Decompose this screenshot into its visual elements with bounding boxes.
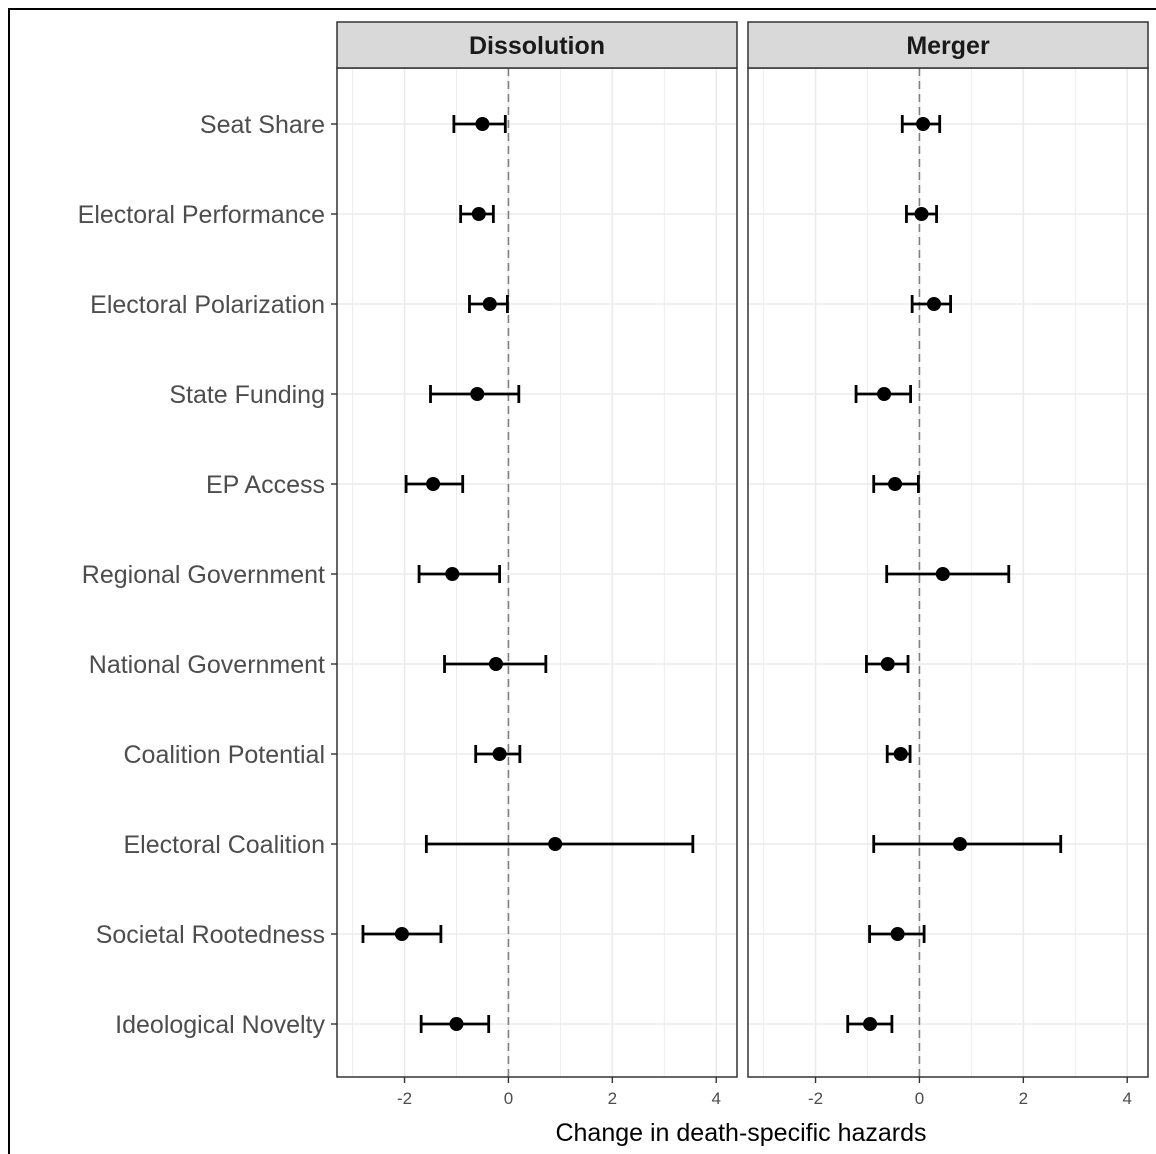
data-point [880, 657, 895, 671]
data-row [865, 655, 910, 673]
x-tick-label: 4 [711, 1089, 720, 1108]
y-tick-label: National Government [89, 651, 325, 679]
data-point [926, 297, 941, 311]
data-point [890, 927, 905, 941]
data-row [910, 295, 952, 313]
data-row [424, 835, 695, 853]
x-tick-label: 4 [1122, 1089, 1131, 1108]
data-point [394, 927, 409, 941]
x-tick-label: -2 [808, 1089, 823, 1108]
y-tick-label: Electoral Coalition [124, 831, 326, 859]
x-tick-label: 0 [915, 1089, 924, 1108]
data-point [488, 657, 503, 671]
data-row [419, 1015, 491, 1033]
y-tick-label: Electoral Polarization [90, 291, 325, 319]
y-tick-label: EP Access [206, 471, 325, 499]
y-tick-label: Ideological Novelty [115, 1011, 325, 1039]
data-row [854, 385, 912, 403]
data-row [459, 205, 495, 223]
x-tick-label: 2 [1019, 1089, 1028, 1108]
y-tick-label: Regional Government [82, 561, 325, 589]
data-row [452, 115, 507, 133]
data-point [475, 117, 490, 131]
data-point [471, 207, 486, 221]
data-point [470, 387, 485, 401]
data-point [548, 837, 563, 851]
data-point [426, 477, 441, 491]
x-axis: -2 0 2 4 [397, 1077, 721, 1108]
grid [748, 68, 1148, 1077]
x-tick-label: 2 [608, 1089, 617, 1108]
data-point [877, 387, 892, 401]
data-row [872, 835, 1063, 853]
data-row [361, 925, 443, 943]
data-row [872, 475, 920, 493]
data-point [888, 477, 903, 491]
data-row [885, 565, 1011, 583]
facet-strip-title: Dissolution [469, 32, 605, 60]
facet-strip [336, 21, 738, 69]
y-tick-label: Electoral Performance [78, 201, 325, 229]
panels: Dissolution -2 0 2 4 Merger -2 0 2 4 [336, 21, 1149, 1108]
data-point [492, 747, 507, 761]
data-row [474, 745, 522, 763]
panel-dissolution: Dissolution -2 0 2 4 [336, 21, 738, 1108]
x-axis: -2 0 2 4 [808, 1077, 1132, 1108]
data-row [429, 385, 521, 403]
data-point [445, 567, 460, 581]
y-tick-label: Coalition Potential [123, 741, 325, 769]
y-tick-label: Societal Rootedness [96, 921, 325, 949]
x-tick-label: 0 [504, 1089, 513, 1108]
x-axis-title: Change in death-specific hazards [555, 1119, 926, 1147]
y-tick-label: Seat Share [200, 111, 325, 139]
data-point [863, 1017, 878, 1031]
data-row [846, 1015, 894, 1033]
data-point [952, 837, 967, 851]
data-row [468, 295, 509, 313]
facet-strip [747, 21, 1149, 69]
facet-strip-title: Merger [906, 32, 990, 60]
figure-frame [8, 8, 1156, 1154]
y-tick-label: State Funding [169, 381, 325, 409]
data-point [914, 207, 929, 221]
data-point [449, 1017, 464, 1031]
data-row [900, 115, 942, 133]
data-point [935, 567, 950, 581]
data-row [404, 475, 465, 493]
data-row [443, 655, 548, 673]
panel-background [337, 68, 737, 1077]
data-row [905, 205, 938, 223]
data-point [916, 117, 931, 131]
data-point [482, 297, 497, 311]
data-row [885, 745, 912, 763]
panel-merger: Merger -2 0 2 4 [747, 21, 1149, 1108]
data-row [417, 565, 501, 583]
y-axis-labels: Seat Share Electoral Performance Electoral… [78, 111, 337, 1039]
x-tick-label: -2 [397, 1089, 412, 1108]
data-row [868, 925, 926, 943]
data-point [893, 747, 908, 761]
